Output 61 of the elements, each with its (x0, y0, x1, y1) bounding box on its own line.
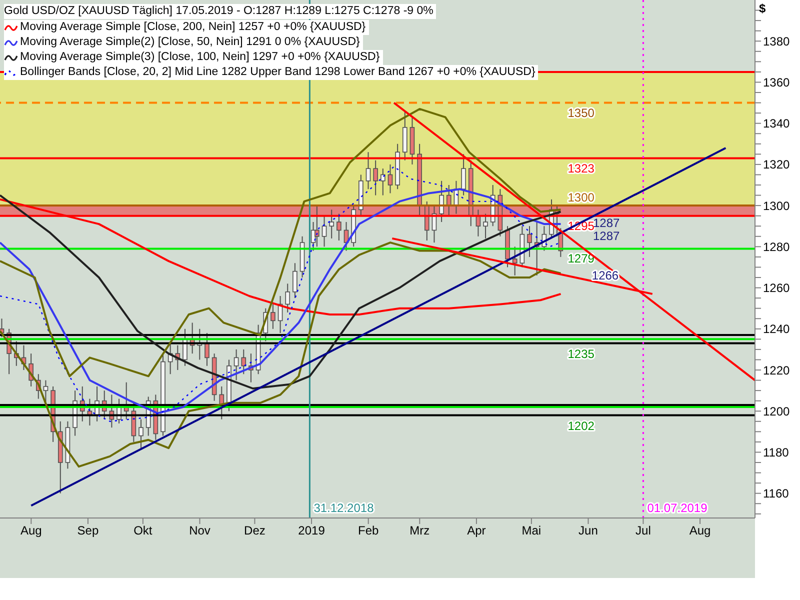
y-tick-label: 1220 (763, 363, 790, 378)
candlestick (483, 213, 488, 239)
candlestick (241, 348, 246, 375)
line-series (0, 242, 562, 468)
y-tick-label: 1380 (763, 34, 790, 48)
y-tick-label: 1300 (763, 198, 790, 213)
legend-label: Moving Average Simple(3) [Close, 100, Nein] 1297 +0 +0% {XAUUSD} (20, 50, 380, 65)
y-tick-label: 1180 (763, 445, 790, 460)
candlestick (138, 418, 144, 449)
x-tick-label: Mrz (410, 524, 430, 538)
x-tick-label: Dez (244, 524, 266, 538)
candlestick (512, 246, 518, 276)
y-tick-label: 1280 (763, 240, 790, 254)
ref-line-label: 01.07.2019 (647, 501, 708, 515)
candlestick (373, 160, 378, 196)
y-tick-label: 1360 (763, 75, 790, 90)
candlestick (461, 154, 466, 196)
x-tick-label: Jul (636, 524, 651, 538)
x-tick-label: Aug (20, 524, 42, 538)
annotation: 1287 (593, 229, 620, 243)
annotation: 1266 (592, 268, 619, 282)
x-tick-label: Mai (522, 524, 542, 538)
legend-label: Moving Average Simple(2) [Close, 50, Nein] 1291 0 0% {XAUUSD} (20, 35, 360, 50)
ref-line-label: 1350 (568, 106, 595, 120)
y-tick-label: 1200 (763, 404, 790, 418)
ref-line-label: 1202 (568, 419, 595, 434)
x-tick-label: Sep (77, 524, 99, 538)
x-tick-label: Aug (689, 524, 711, 538)
annotation: 1287 (593, 216, 620, 230)
legend-label: Moving Average Simple [Close, 200, Nein] 1257 +0 +0% {XAUUSD} (20, 20, 366, 35)
candlestick (285, 283, 290, 313)
chart-title: Gold USD/OZ [XAUUSD Täglich] 17.05.2019 - O:1287 H:1289 L:1275 C:1278 -9 0% (4, 4, 436, 19)
ref-line-label: 1235 (568, 346, 595, 361)
line-series (0, 108, 562, 378)
ref-line-label: 31.12.2018 (314, 501, 374, 515)
candlestick (527, 226, 532, 258)
y-tick-label: 1340 (763, 116, 790, 131)
x-tick-label: Jun (578, 524, 598, 538)
candlestick (388, 164, 393, 194)
candlestick (380, 168, 386, 196)
y-tick-label: 1240 (763, 322, 790, 336)
candlestick (292, 262, 298, 299)
x-tick-label: Apr (467, 524, 486, 538)
candlestick (366, 152, 371, 190)
candlestick (329, 209, 334, 239)
y-tick-label: 1320 (763, 158, 790, 172)
ref-line-label: 1323 (568, 161, 595, 176)
candlestick (43, 380, 48, 404)
candlestick (270, 304, 276, 330)
x-tick-label: Nov (189, 524, 210, 538)
candlestick (234, 348, 239, 381)
ref-line-label: 1300 (568, 190, 595, 205)
y-axis-title: $ (759, 2, 766, 16)
y-tick-label: 1160 (763, 486, 790, 501)
y-tick-label: 1260 (763, 281, 790, 296)
candlestick (204, 332, 210, 366)
x-tick-label: Feb (358, 524, 379, 538)
x-tick-label: 2019 (298, 524, 326, 538)
x-tick-label: Okt (134, 524, 153, 538)
candlestick (439, 180, 444, 222)
candlestick (322, 215, 327, 248)
